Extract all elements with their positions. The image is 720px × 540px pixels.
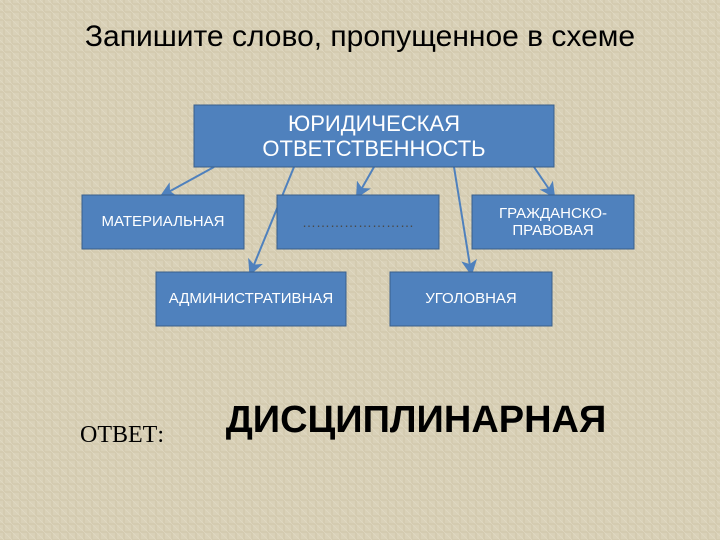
child-box-civil: ГРАЖДАНСКО-ПРАВОВАЯ bbox=[472, 195, 634, 249]
child-label-criminal: УГОЛОВНАЯ bbox=[425, 290, 517, 307]
slide-title: Запишите слово, пропущенное в схеме bbox=[0, 18, 720, 56]
slide-stage: Запишите слово, пропущенное в схеме ЮРИД… bbox=[0, 0, 720, 540]
answer-word: ДИСЦИПЛИНАРНАЯ bbox=[176, 400, 656, 442]
child-label-civil: ГРАЖДАНСКО-ПРАВОВАЯ bbox=[476, 205, 630, 240]
child-label-admin: АДМИНИСТРАТИВНАЯ bbox=[169, 290, 334, 307]
background-svg bbox=[0, 0, 720, 540]
child-label-material: МАТЕРИАЛЬНАЯ bbox=[102, 213, 225, 230]
root-box: ЮРИДИЧЕСКАЯ ОТВЕТСТВЕННОСТЬ bbox=[194, 105, 554, 167]
child-box-admin: АДМИНИСТРАТИВНАЯ bbox=[156, 272, 346, 326]
background-rect bbox=[0, 0, 720, 540]
answer-label: ОТВЕТ: bbox=[80, 422, 164, 449]
child-box-blank: …………………… bbox=[277, 195, 439, 249]
root-box-label: ЮРИДИЧЕСКАЯ ОТВЕТСТВЕННОСТЬ bbox=[198, 111, 550, 162]
child-box-criminal: УГОЛОВНАЯ bbox=[390, 272, 552, 326]
child-label-blank: …………………… bbox=[302, 214, 414, 230]
child-box-material: МАТЕРИАЛЬНАЯ bbox=[82, 195, 244, 249]
